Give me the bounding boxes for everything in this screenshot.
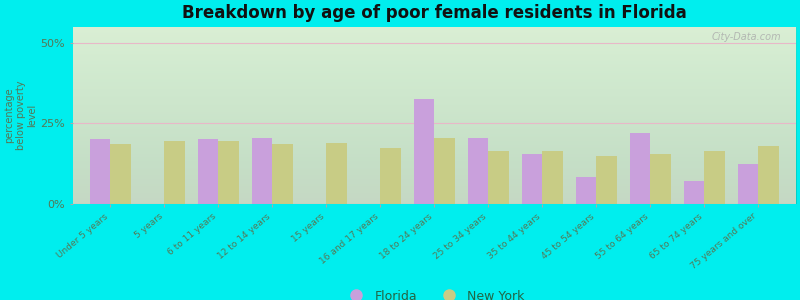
Bar [272, 144, 293, 204]
Bar [252, 138, 272, 204]
Bar [704, 151, 725, 204]
Bar [683, 182, 704, 204]
Bar [326, 143, 346, 204]
Legend: Florida, New York: Florida, New York [338, 285, 530, 300]
Title: Breakdown by age of poor female residents in Florida: Breakdown by age of poor female resident… [182, 4, 686, 22]
Bar [650, 154, 670, 204]
Bar [488, 151, 509, 204]
Bar [434, 138, 454, 204]
Bar [468, 138, 488, 204]
Text: City-Data.com: City-Data.com [712, 32, 782, 42]
Bar [110, 144, 131, 204]
Bar [738, 164, 758, 204]
Bar [198, 140, 218, 204]
Bar [758, 146, 778, 204]
Bar [576, 177, 596, 204]
Bar [380, 148, 401, 204]
Bar [522, 154, 542, 204]
Y-axis label: percentage
below poverty
level: percentage below poverty level [4, 80, 38, 150]
Bar [630, 133, 650, 204]
Bar [414, 99, 434, 204]
Bar [218, 141, 238, 204]
Bar [596, 156, 617, 204]
Bar [90, 140, 110, 204]
Bar [542, 151, 562, 204]
Bar [164, 141, 185, 204]
